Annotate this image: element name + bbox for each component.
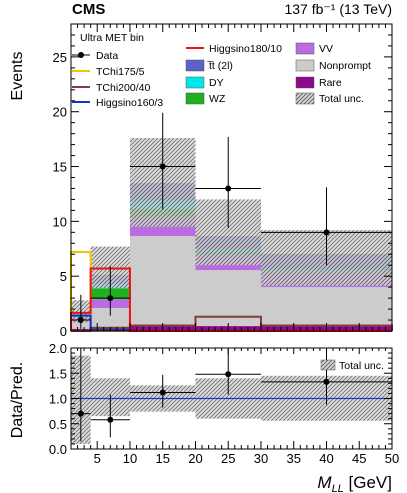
ratio-ytick-label-0.5: 0.5 [49, 417, 67, 432]
legend-label-tchi200: TChi200/40 [96, 82, 150, 94]
legend-label-ttbar: t̅t (2l) [206, 60, 233, 72]
x-axis-title: MLL [GeV] [317, 473, 392, 493]
x-tick-label-35: 35 [287, 451, 301, 466]
ratio-legend-swatch [320, 359, 336, 371]
main-ytick-label-20: 20 [53, 105, 67, 120]
ratio-y-axis: 0.0 0.5 1.0 1.5 2.0 [49, 341, 392, 457]
stack-bar-nonprompt-4 [260, 287, 392, 327]
legend-entry-nonprompt: Nonprompt [295, 59, 371, 72]
ratio-ytick-label-1.5: 1.5 [49, 366, 67, 381]
legend-label-nonprompt: Nonprompt [319, 60, 371, 72]
ratio-point-3 [225, 371, 232, 378]
legend-label-dy: DY [209, 77, 224, 89]
legend-entry-higgsino160: Higgsino160/3 [72, 97, 163, 109]
x-tick-label-15: 15 [155, 451, 169, 466]
legend-entry-tchi175: TChi175/5 [72, 66, 145, 78]
legend-swatch-vv [295, 42, 315, 55]
ratio-points [71, 348, 392, 442]
ratio-point-1 [107, 416, 114, 423]
x-tick-label-10: 10 [123, 451, 137, 466]
legend-label-total-unc: Total unc. [319, 93, 364, 105]
legend-swatch-rare [295, 76, 315, 89]
main-ytick-label-10: 10 [53, 214, 67, 229]
legend-label-wz: WZ [209, 93, 226, 105]
legend-swatch-dy [185, 76, 205, 89]
ratio-point-2 [159, 389, 166, 396]
legend-entry-ttbar: t̅t (2l) [185, 59, 233, 72]
x-tick-label-5: 5 [94, 451, 101, 466]
legend-label-higgsino180: Higgsino180/10 [209, 43, 282, 55]
stack-bar-rare-0 [71, 328, 91, 331]
data-point-1 [107, 295, 114, 302]
legend-entry-dy: DY [185, 76, 224, 89]
legend-swatch-total-unc [295, 92, 315, 105]
legend: Ultra MET bin Data TChi175/5 TChi200/40 … [72, 32, 371, 109]
legend-label-rare: Rare [319, 77, 342, 89]
ratio-point-0 [77, 410, 84, 417]
stack-bar-nonprompt-1 [90, 307, 130, 329]
main-ytick-label-5: 5 [60, 269, 67, 284]
x-axis: 5 10 15 20 25 30 35 40 45 50 [70, 348, 399, 466]
data-point-0 [77, 317, 84, 324]
legend-entry-rare: Rare [295, 76, 342, 89]
ratio-ytick-label-2.0: 2.0 [49, 341, 67, 356]
data-point-4 [323, 229, 330, 236]
x-tick-label-20: 20 [188, 451, 202, 466]
main-panel: 0 5 10 15 20 25 Ultra MET bin Data TChi175/5 … [53, 23, 393, 339]
legend-entry-tchi200: TChi200/40 [72, 82, 150, 94]
x-tick-label-30: 30 [254, 451, 268, 466]
legend-entry-wz: WZ [185, 92, 226, 105]
ratio-y-axis-title: Data/Pred. [9, 362, 26, 438]
legend-swatch-nonprompt [295, 59, 315, 72]
legend-entry-data: Data [72, 50, 118, 62]
x-tick-label-25: 25 [221, 451, 235, 466]
data-point-2 [159, 163, 166, 170]
legend-data-marker [78, 52, 84, 58]
main-ytick-label-15: 15 [53, 160, 67, 175]
main-y-axis-title: Events [9, 52, 26, 101]
legend-label-tchi175: TChi175/5 [96, 66, 145, 78]
main-y-axis: 0 5 10 15 20 25 [53, 34, 392, 339]
ratio-ytick-label-1.0: 1.0 [49, 392, 67, 407]
legend-label-vv: VV [319, 43, 333, 55]
ratio-legend: Total unc. [320, 359, 384, 372]
legend-title: Ultra MET bin [80, 32, 144, 44]
main-ytick-label-25: 25 [53, 50, 67, 65]
legend-label-data: Data [96, 50, 118, 62]
data-points [71, 112, 392, 329]
ratio-legend-label: Total unc. [339, 360, 384, 372]
experiment-label: CMS [72, 1, 105, 18]
legend-swatch-ttbar [185, 59, 205, 72]
x-tick-label-50: 50 [385, 451, 399, 466]
legend-entry-total-unc: Total unc. [295, 92, 364, 105]
ratio-panel: 0.0 0.5 1.0 1.5 2.0 5 10 15 20 25 30 35 40 45 50 Tota… [49, 341, 399, 466]
main-ytick-label-0: 0 [60, 324, 67, 339]
main-x-ticks [70, 24, 393, 331]
legend-swatch-wz [185, 92, 205, 105]
legend-entry-vv: VV [295, 42, 333, 55]
data-point-3 [225, 185, 232, 192]
luminosity-label: 137 fb⁻¹ (13 TeV) [284, 1, 392, 17]
x-tick-label-45: 45 [352, 451, 366, 466]
x-tick-label-40: 40 [319, 451, 333, 466]
legend-label-higgsino160: Higgsino160/3 [96, 97, 163, 109]
stack-bar-nonprompt-2 [129, 236, 196, 327]
ratio-point-4 [323, 378, 330, 385]
ratio-ytick-label-0.0: 0.0 [49, 442, 67, 457]
legend-entry-higgsino180: Higgsino180/10 [186, 43, 282, 55]
